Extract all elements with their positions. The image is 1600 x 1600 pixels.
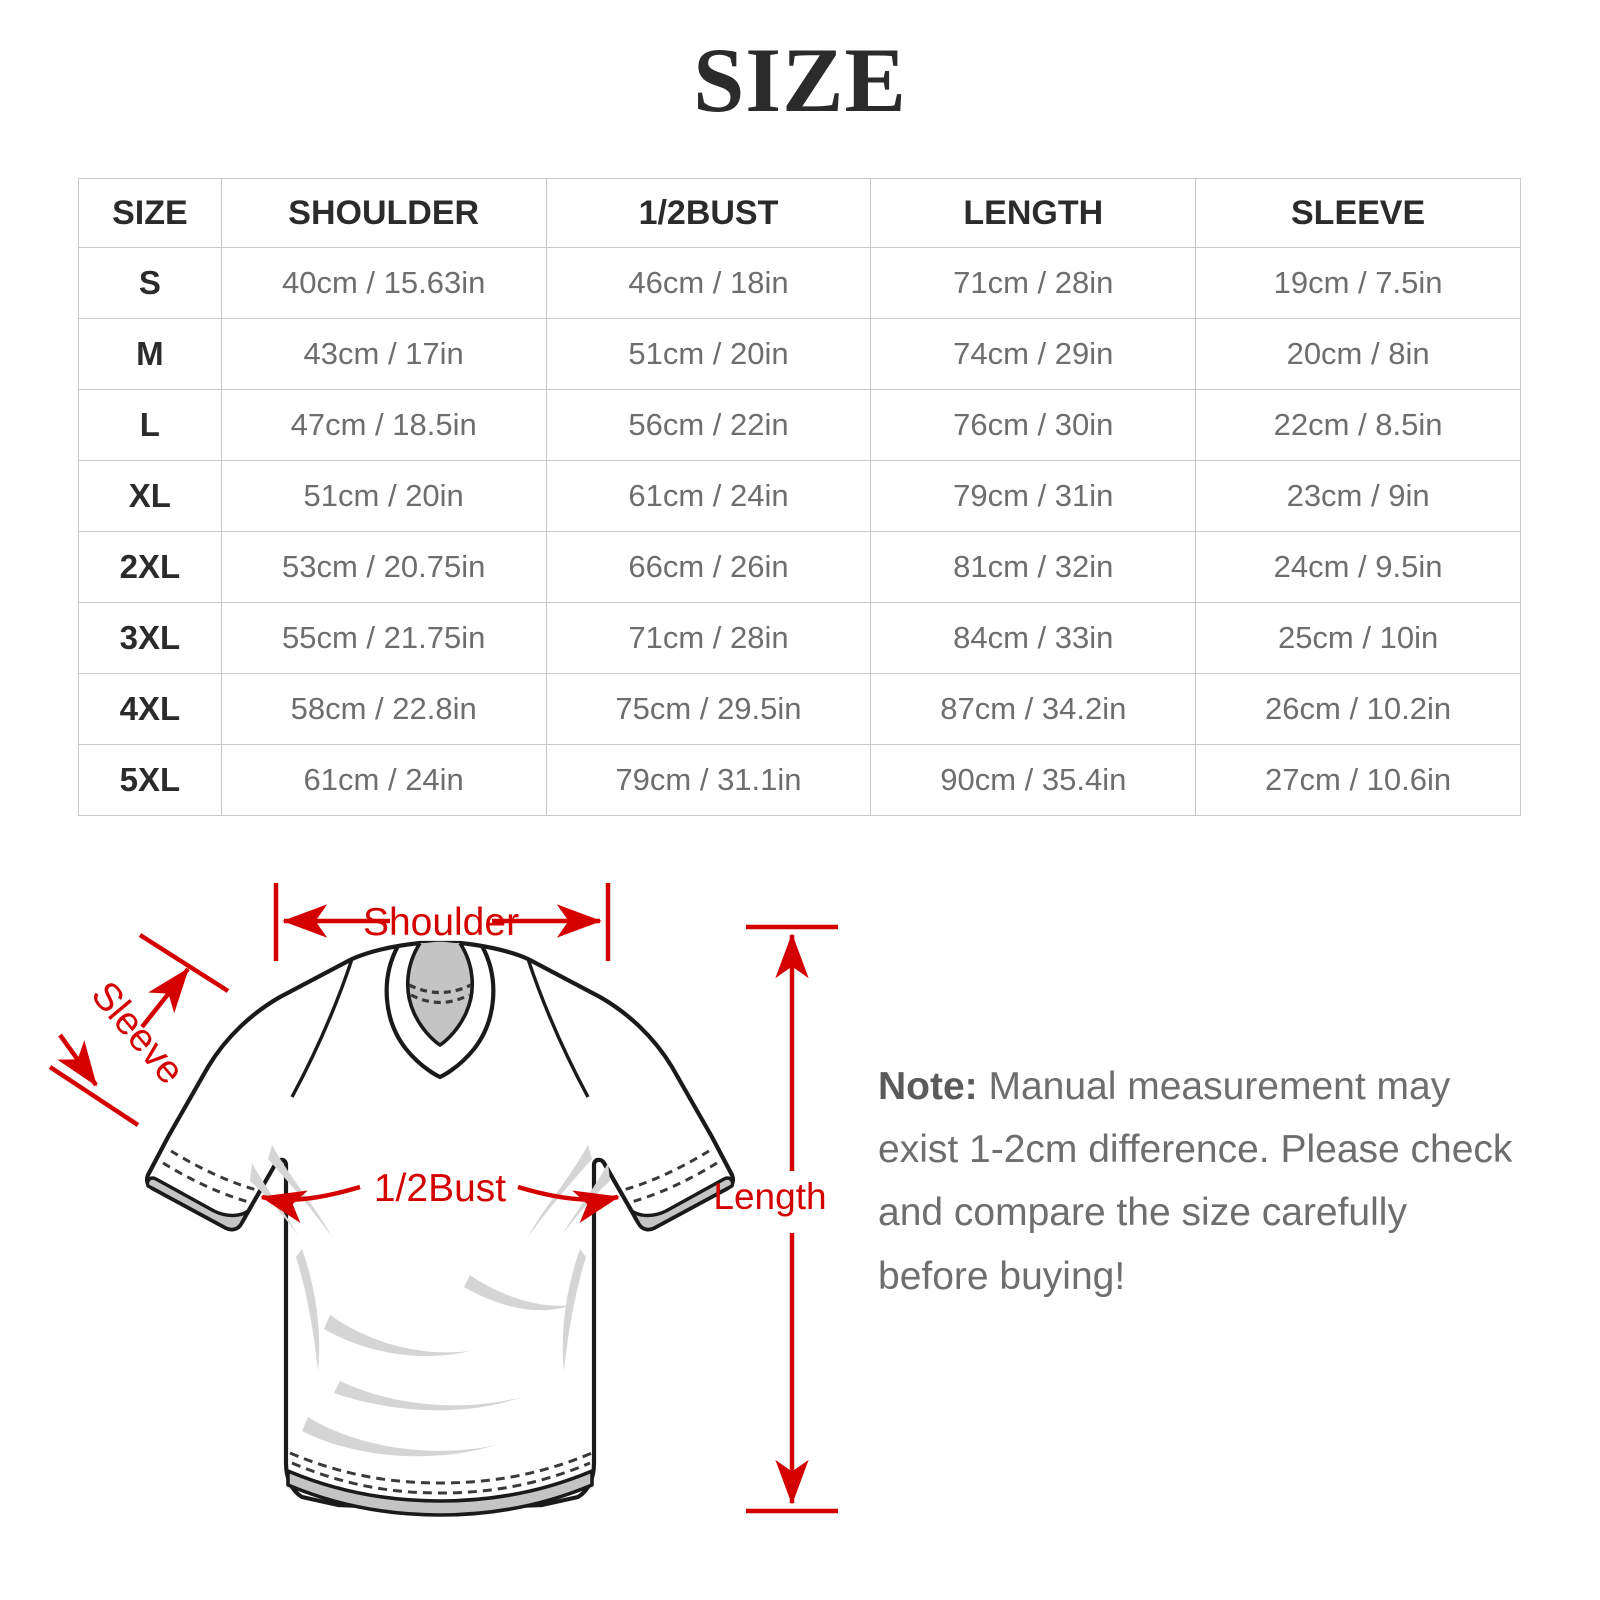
cell-shoulder: 55cm / 21.75in [220, 602, 547, 674]
table-row: 2XL 53cm / 20.75in 66cm / 26in 81cm / 32… [78, 531, 1521, 603]
tshirt-cuff-right-stitching-2 [619, 1149, 710, 1193]
cell-size: L [78, 389, 222, 461]
column-header-length: LENGTH [870, 178, 1197, 248]
cell-length: 71cm / 28in [870, 247, 1197, 319]
cell-sleeve: 26cm / 10.2in [1195, 673, 1521, 745]
cell-shoulder: 58cm / 22.8in [220, 673, 547, 745]
cell-length: 76cm / 30in [870, 389, 1197, 461]
tshirt-diagram: Shoulder Sleeve 1/2Bust [40, 845, 840, 1545]
cell-size: M [78, 318, 222, 390]
tshirt-hem-stitching-2 [291, 1461, 591, 1495]
table-row: M 43cm / 17in 51cm / 20in 74cm / 29in 20… [78, 318, 1521, 390]
length-dimension [690, 915, 890, 1525]
table-row: 5XL 61cm / 24in 79cm / 31.1in 90cm / 35.… [78, 744, 1521, 816]
cell-size: XL [78, 460, 222, 532]
cell-length: 74cm / 29in [870, 318, 1197, 390]
cell-shoulder: 51cm / 20in [220, 460, 547, 532]
cell-size: 5XL [78, 744, 222, 816]
cell-sleeve: 20cm / 8in [1195, 318, 1521, 390]
column-header-size: SIZE [78, 178, 222, 248]
cell-size: 2XL [78, 531, 222, 603]
table-body: S 40cm / 15.63in 46cm / 18in 71cm / 28in… [78, 247, 1521, 816]
tshirt-shoulder-seam-right [526, 958, 590, 1098]
cell-bust: 56cm / 22in [545, 389, 872, 461]
bust-arrow-left [260, 1184, 361, 1223]
tshirt-cuff-left-stitching-2 [170, 1149, 261, 1193]
cell-bust: 79cm / 31.1in [545, 744, 872, 816]
sleeve-arrow-down [57, 1033, 98, 1087]
column-header-shoulder: SHOULDER [220, 178, 547, 248]
cell-sleeve: 24cm / 9.5in [1195, 531, 1521, 603]
cell-bust: 51cm / 20in [545, 318, 872, 390]
tshirt-cuff-left-inner [145, 1176, 250, 1232]
cell-shoulder: 53cm / 20.75in [220, 531, 547, 603]
sleeve-tick-top [138, 933, 230, 993]
tshirt-cuff-left-stitching [162, 1161, 253, 1205]
bust-dimension: 1/2Bust [260, 1167, 620, 1223]
cell-sleeve: 22cm / 8.5in [1195, 389, 1521, 461]
tshirt-collar-outer [384, 944, 496, 1080]
note-prefix: Note: [878, 1065, 978, 1108]
table-row: S 40cm / 15.63in 46cm / 18in 71cm / 28in… [78, 247, 1521, 319]
tshirt-cuff-right-inner [630, 1176, 735, 1232]
sleeve-label: Sleeve [83, 973, 193, 1092]
cell-length: 90cm / 35.4in [870, 744, 1197, 816]
bust-label: 1/2Bust [374, 1167, 506, 1210]
shoulder-dimension: Shoulder [273, 883, 611, 961]
tshirt-collar-stitching [408, 983, 472, 995]
sleeve-arrow-up [140, 967, 190, 1029]
cell-shoulder: 43cm / 17in [220, 318, 547, 390]
bust-arrow-right [517, 1184, 620, 1223]
table-row: 3XL 55cm / 21.75in 71cm / 28in 84cm / 33… [78, 602, 1521, 674]
tshirt-hem-inner [286, 1469, 594, 1517]
note-body: Manual measurement may exist 1-2cm diffe… [878, 1065, 1513, 1298]
table-header-row: SIZE SHOULDER 1/2BUST LENGTH SLEEVE [78, 178, 1521, 248]
page-title: SIZE [693, 29, 907, 131]
column-header-bust: 1/2BUST [545, 178, 872, 248]
tshirt-body-group [144, 940, 736, 1517]
cell-sleeve: 27cm / 10.6in [1195, 744, 1521, 816]
tshirt-hem-stitching-1 [289, 1451, 593, 1485]
cell-bust: 61cm / 24in [545, 460, 872, 532]
table-row: XL 51cm / 20in 61cm / 24in 79cm / 31in 2… [78, 460, 1521, 532]
table-row: 4XL 58cm / 22.8in 75cm / 29.5in 87cm / 3… [78, 673, 1521, 745]
cell-size: 4XL [78, 673, 222, 745]
cell-bust: 75cm / 29.5in [545, 673, 872, 745]
cell-bust: 71cm / 28in [545, 602, 872, 674]
cell-length: 81cm / 32in [870, 531, 1197, 603]
cell-size: S [78, 247, 222, 319]
cell-sleeve: 23cm / 9in [1195, 460, 1521, 532]
size-chart-table: SIZE SHOULDER 1/2BUST LENGTH SLEEVE S 40… [78, 178, 1521, 816]
table-row: L 47cm / 18.5in 56cm / 22in 76cm / 30in … [78, 389, 1521, 461]
tshirt-shoulder-seam-left [290, 958, 354, 1098]
shoulder-label: Shoulder [363, 901, 519, 944]
cell-sleeve: 19cm / 7.5in [1195, 247, 1521, 319]
cell-length: 87cm / 34.2in [870, 673, 1197, 745]
tshirt-collar-stitching-2 [410, 993, 470, 1005]
cell-length: 79cm / 31in [870, 460, 1197, 532]
cell-bust: 66cm / 26in [545, 531, 872, 603]
length-label: Length [713, 1176, 827, 1217]
cell-shoulder: 40cm / 15.63in [220, 247, 547, 319]
table-header: SIZE SHOULDER 1/2BUST LENGTH SLEEVE [78, 178, 1521, 248]
cell-shoulder: 47cm / 18.5in [220, 389, 547, 461]
cell-sleeve: 25cm / 10in [1195, 602, 1521, 674]
size-chart-table-container: SIZE SHOULDER 1/2BUST LENGTH SLEEVE S 40… [78, 178, 1521, 816]
cell-bust: 46cm / 18in [545, 247, 872, 319]
sleeve-tick-bottom [48, 1065, 140, 1127]
column-header-sleeve: SLEEVE [1195, 178, 1521, 248]
cell-shoulder: 61cm / 24in [220, 744, 547, 816]
note-text: Note: Manual measurement may exist 1-2cm… [878, 1055, 1518, 1308]
cell-length: 84cm / 33in [870, 602, 1197, 674]
cell-size: 3XL [78, 602, 222, 674]
tshirt-cuff-right-stitching [627, 1161, 718, 1205]
tshirt-neck-opening [405, 942, 475, 1047]
